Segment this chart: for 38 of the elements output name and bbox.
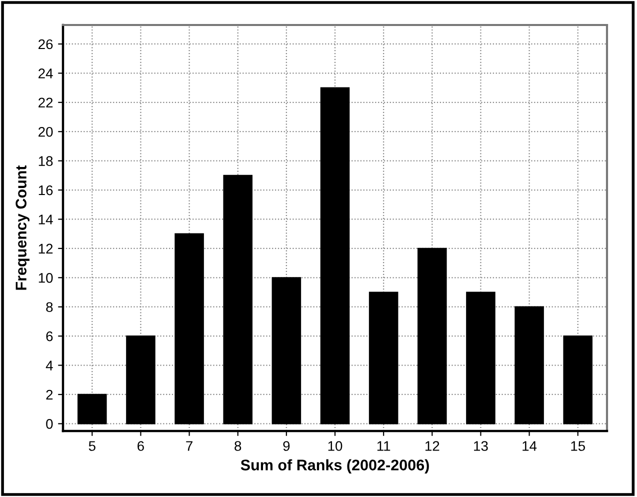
bar xyxy=(368,292,398,424)
y-axis-title: Frequency Count xyxy=(16,165,30,290)
bar xyxy=(272,277,302,424)
x-tick-label: 11 xyxy=(377,441,390,451)
x-tick-label: 12 xyxy=(425,441,440,451)
x-axis-title: Sum of Ranks (2002-2006) xyxy=(240,459,429,474)
y-tick-label: 6 xyxy=(46,331,53,342)
x-tick-label: 14 xyxy=(522,441,537,451)
x-tick-label: 13 xyxy=(474,441,488,451)
y-tick-label: 8 xyxy=(46,302,53,312)
x-tick-label: 9 xyxy=(283,441,290,451)
y-tick-label: 26 xyxy=(38,39,53,50)
x-tick-label: 7 xyxy=(186,441,192,451)
x-tick-label: 10 xyxy=(328,441,342,451)
bar xyxy=(126,336,156,424)
bar xyxy=(466,292,496,424)
y-tick-label: 16 xyxy=(38,185,53,196)
y-tick-label: 0 xyxy=(46,419,53,429)
bar xyxy=(223,174,252,424)
bar xyxy=(174,233,204,424)
y-tick-label: 24 xyxy=(38,68,53,78)
bar xyxy=(320,87,350,424)
bar xyxy=(418,248,447,424)
y-tick-label: 12 xyxy=(38,244,53,254)
x-tick-label: 8 xyxy=(234,441,242,451)
x-tick-label: 5 xyxy=(88,441,96,451)
y-tick-label: 2 xyxy=(46,390,53,400)
y-tick-label: 22 xyxy=(38,98,53,108)
y-tick-label: 4 xyxy=(46,360,53,370)
bar xyxy=(563,336,592,424)
y-tick-label: 10 xyxy=(38,272,53,283)
x-tick-label: 6 xyxy=(138,441,144,451)
bar xyxy=(514,306,544,424)
bar xyxy=(78,394,107,424)
y-tick-label: 14 xyxy=(38,214,53,224)
x-tick-label: 15 xyxy=(571,441,585,451)
y-tick-label: 18 xyxy=(38,156,53,166)
y-tick-label: 20 xyxy=(38,126,53,137)
